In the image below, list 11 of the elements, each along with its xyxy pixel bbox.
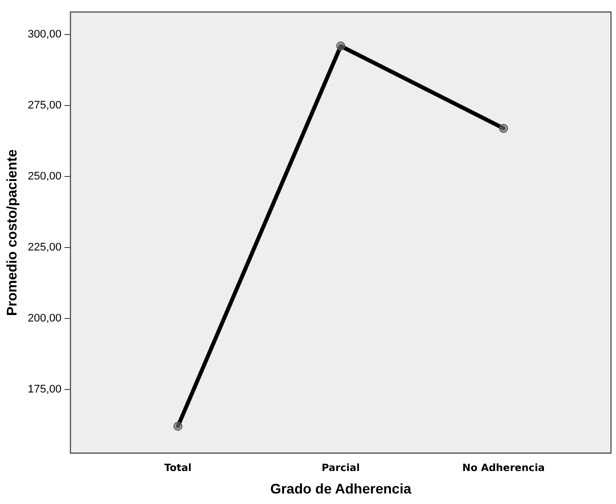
y-tick-label: 225,00 — [28, 242, 62, 254]
y-tick-label: 250,00 — [28, 170, 62, 183]
y-axis-title: Promedio costo/paciente — [3, 149, 20, 316]
y-tick-label: 175,00 — [28, 383, 62, 396]
y-tick-label: 200,00 — [28, 312, 62, 324]
x-axis-title: Grado de Adherencia — [270, 480, 412, 496]
x-tick-label: No Adherencia — [462, 462, 545, 474]
x-tick-label: Total — [164, 462, 192, 474]
y-tick-label: 275,00 — [28, 100, 62, 112]
y-tick-label: 300,00 — [28, 28, 62, 41]
x-tick-label: Parcial — [322, 462, 360, 474]
